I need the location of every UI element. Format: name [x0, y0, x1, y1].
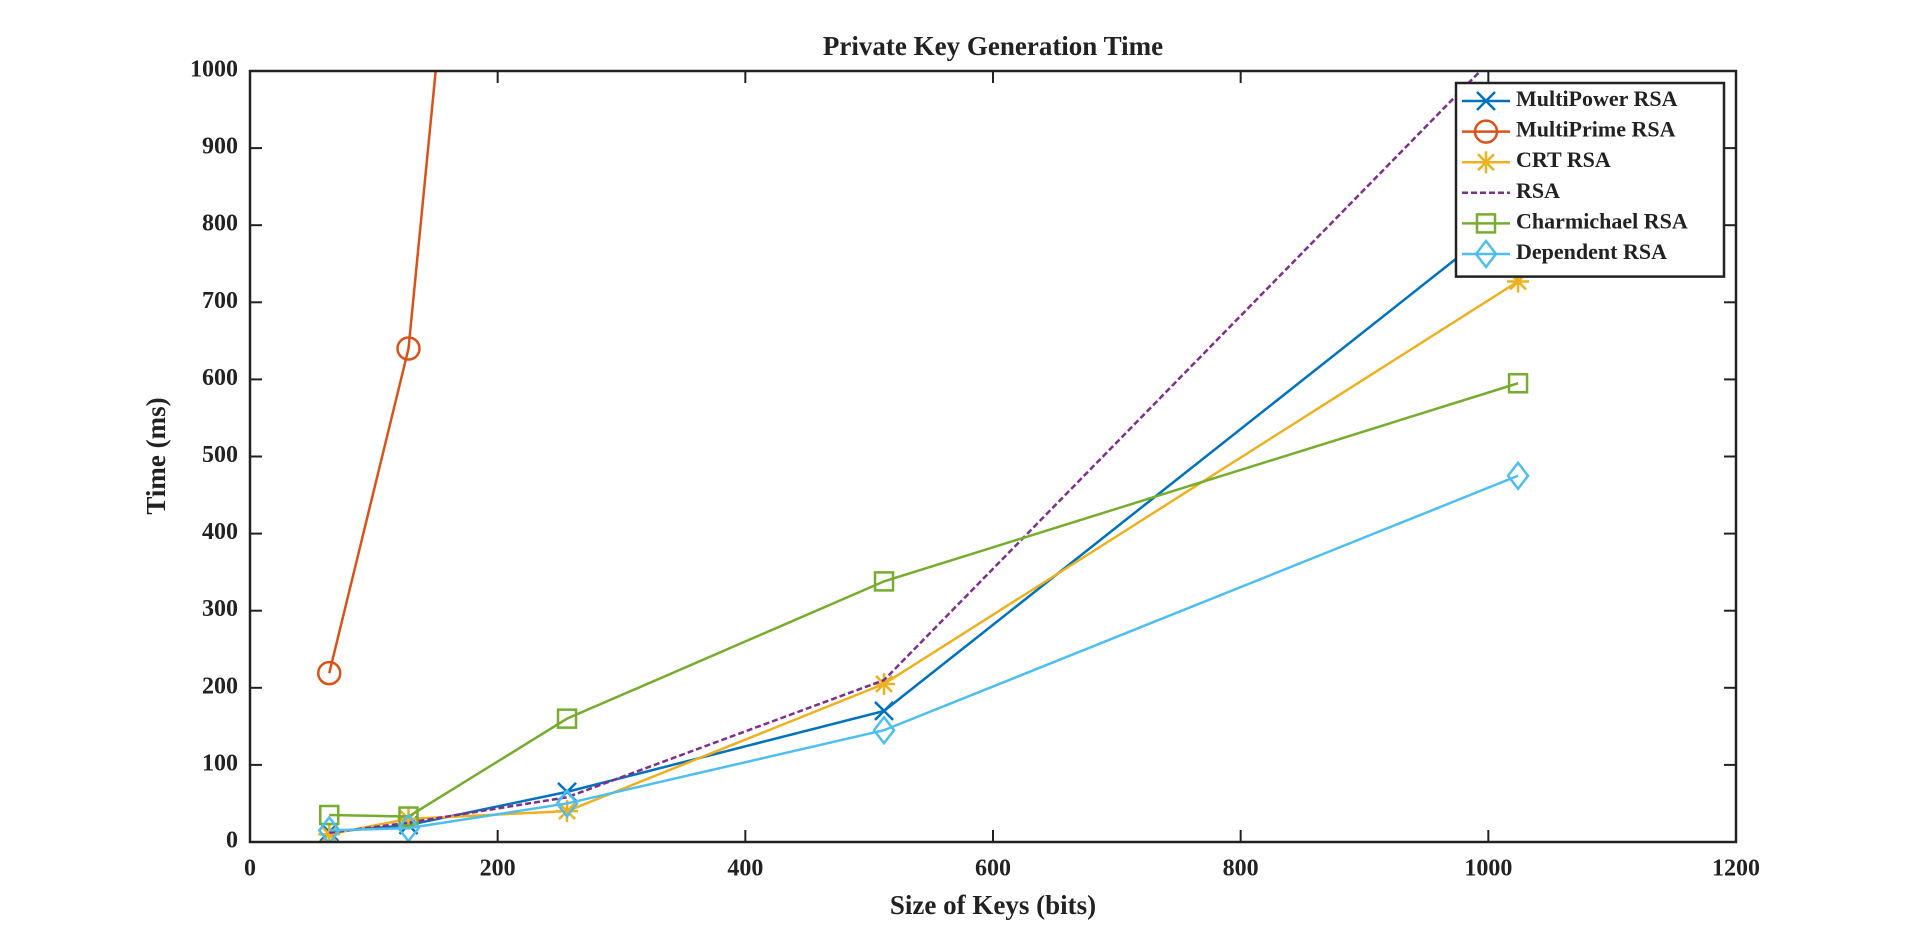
x-tick-label: 0	[244, 856, 256, 882]
plot-frame	[248, 69, 1738, 844]
y-tick-label: 700	[202, 288, 238, 314]
x-tick-label: 600	[975, 856, 1011, 882]
chart-title: Private Key Generation Time	[823, 31, 1163, 61]
data-point	[874, 701, 894, 721]
data-point	[317, 815, 341, 842]
y-axis-label: Time (ms)	[141, 397, 171, 514]
y-tick-label: 400	[202, 519, 238, 545]
x-axis-label: Size of Keys (bits)	[890, 890, 1096, 920]
legend-label: RSA	[1516, 178, 1560, 203]
data-point	[1507, 270, 1530, 293]
legend-marker	[1475, 213, 1497, 234]
y-tick-label: 100	[202, 750, 238, 776]
legend-label: CRT RSA	[1516, 147, 1611, 172]
data-point	[396, 336, 421, 361]
x-tick-label: 400	[727, 856, 763, 882]
x-tick-label: 200	[480, 856, 516, 882]
legend-marker	[1474, 238, 1498, 270]
data-point	[556, 708, 578, 729]
y-tick-label: 500	[202, 442, 238, 468]
data-point	[317, 660, 342, 686]
y-tick-label: 200	[202, 673, 238, 699]
legend-label: Charmichael RSA	[1516, 208, 1688, 233]
data-point	[873, 571, 895, 592]
data-point	[872, 715, 896, 746]
series-line	[329, 474, 1519, 832]
y-tick-label: 600	[202, 365, 238, 391]
y-tick-label: 0	[226, 828, 238, 854]
legend-box	[1454, 81, 1726, 278]
data-point	[556, 800, 579, 823]
legend-label: Dependent RSA	[1516, 239, 1667, 264]
x-tick-label: 800	[1223, 856, 1259, 882]
legend-marker	[1473, 119, 1499, 144]
x-tick-label: 1200	[1712, 856, 1760, 882]
data-point	[873, 672, 896, 695]
y-tick-label: 800	[202, 211, 238, 237]
data-point	[1507, 373, 1529, 394]
data-point	[1506, 460, 1530, 491]
series-line	[329, 71, 1483, 834]
series-line	[329, 208, 1519, 834]
series-line	[328, 71, 437, 674]
x-tick-label: 1000	[1464, 856, 1512, 882]
series-line	[329, 280, 1519, 836]
data-point	[555, 788, 579, 819]
legend-label: MultiPower RSA	[1516, 86, 1678, 111]
data-point	[318, 823, 341, 842]
plot-area	[317, 71, 1530, 842]
data-point	[397, 807, 420, 830]
y-tick-label: 900	[202, 134, 238, 160]
data-point	[319, 804, 340, 826]
legend: MultiPower RSA MultiPrime RSA CRT RSA RSA Ch…	[1454, 81, 1726, 278]
legend-marker	[1476, 91, 1496, 111]
y-tick-label: 1000	[190, 57, 238, 83]
legend-label: MultiPrime RSA	[1516, 117, 1676, 142]
legend-marker	[1475, 151, 1497, 174]
data-point	[398, 806, 419, 827]
series-line	[329, 382, 1519, 818]
y-tick-label: 300	[202, 596, 238, 622]
